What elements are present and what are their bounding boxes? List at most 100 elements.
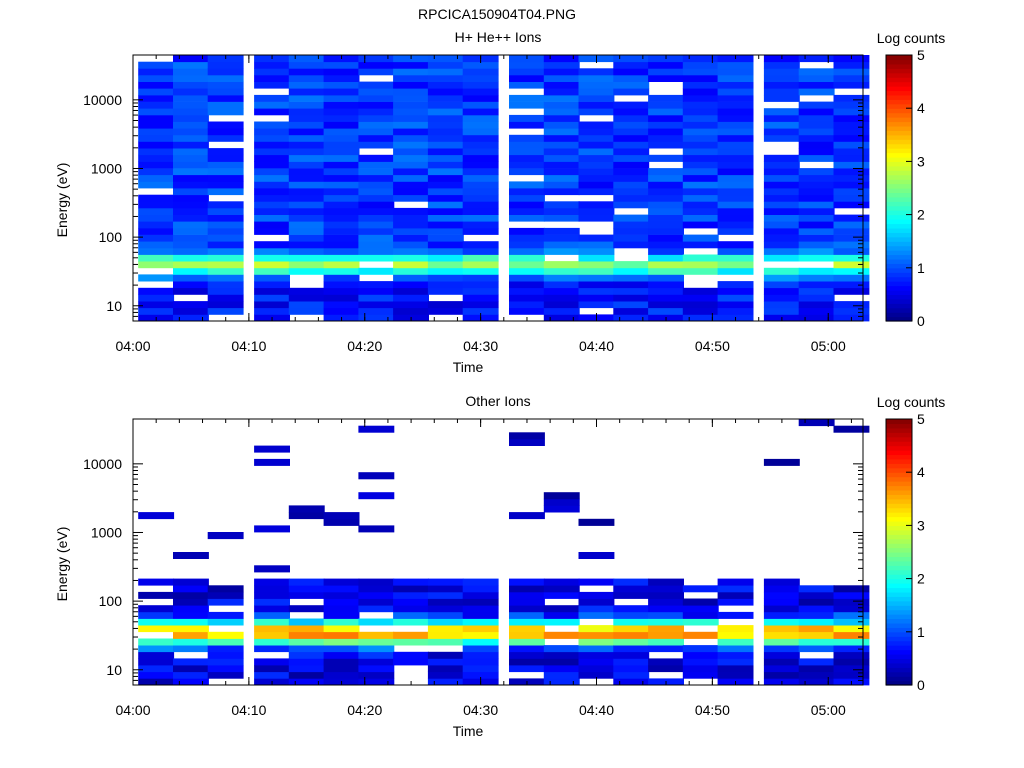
heatmap-cell (462, 221, 499, 229)
heatmap-cell (358, 645, 395, 653)
heatmap-cell (833, 301, 870, 309)
colorbar-segment (886, 303, 912, 309)
heatmap-cell (543, 591, 580, 599)
heatmap-cell (323, 294, 360, 302)
colorbar-segment (886, 485, 912, 491)
heatmap-cell (509, 618, 545, 626)
heatmap-cell (717, 665, 754, 673)
heatmap-cell (138, 214, 175, 222)
heatmap-cell (393, 207, 429, 215)
heatmap-cell (682, 55, 719, 63)
heatmap-cell (288, 188, 325, 196)
heatmap-cell (717, 101, 754, 109)
plot-frame (132, 54, 864, 322)
heatmap-cell (173, 168, 209, 176)
heatmap-cell (427, 128, 464, 136)
colorbar-label: Log counts (877, 30, 946, 46)
colorbar-segment (886, 72, 912, 78)
heatmap-cell (613, 314, 650, 322)
heatmap-cell (288, 665, 325, 673)
heatmap-cell (763, 605, 800, 613)
heatmap-cell (207, 134, 244, 142)
heatmap-cell (717, 598, 754, 606)
heatmap-cell (288, 651, 325, 659)
heatmap-cell (173, 55, 209, 63)
heatmap-cell (288, 121, 325, 129)
heatmap-cell (648, 214, 684, 222)
heatmap-cell (462, 207, 499, 215)
heatmap-cell (682, 234, 719, 242)
heatmap-cell (763, 234, 800, 242)
heatmap-cell (717, 154, 754, 162)
heatmap-cell (323, 101, 360, 109)
heatmap-cell (509, 645, 545, 653)
colorbar-segment (886, 556, 912, 562)
heatmap-cell (833, 61, 870, 69)
heatmap-cell (613, 161, 650, 169)
heatmap-cell (462, 227, 499, 235)
heatmap-cell (427, 181, 464, 189)
heatmap-cell (288, 512, 325, 520)
heatmap-cell (462, 141, 499, 149)
heatmap-cell (833, 114, 870, 122)
heatmap-cell (173, 307, 209, 315)
heatmap-cell (393, 241, 429, 249)
heatmap-cell (393, 638, 429, 646)
heatmap-cell (578, 631, 615, 639)
colorbar-segment (886, 285, 912, 291)
heatmap-cell (207, 651, 244, 659)
heatmap-cell (254, 101, 290, 109)
heatmap-cell (833, 274, 870, 282)
heatmap-cell (323, 598, 360, 606)
heatmap-cell (207, 274, 244, 282)
heatmap-cell (648, 241, 684, 249)
heatmap-cell (393, 61, 429, 69)
heatmap-cell (462, 598, 499, 606)
heatmap-cell (207, 645, 244, 653)
heatmap-cell (578, 281, 615, 289)
heatmap-cell (462, 301, 499, 309)
colorbar-label: Log counts (877, 394, 946, 410)
heatmap-cell (254, 74, 290, 82)
heatmap-cell (833, 234, 870, 242)
heatmap-cell (578, 665, 615, 673)
heatmap-cell (138, 307, 175, 315)
heatmap-cell (138, 512, 175, 520)
heatmap-cell (763, 61, 800, 69)
heatmap-cell (427, 108, 464, 116)
heatmap-cell (798, 591, 835, 599)
heatmap-cell (509, 631, 545, 639)
colorbar-segment (886, 77, 912, 83)
heatmap-cell (254, 458, 290, 466)
heatmap-cell (763, 645, 800, 653)
heatmap-cell (717, 74, 754, 82)
colorbar-segment (886, 250, 912, 256)
heatmap-cell (798, 148, 835, 156)
heatmap-cell (323, 161, 360, 169)
heatmap-cell (682, 88, 719, 96)
heatmap-cell (462, 148, 499, 156)
heatmap-cell (462, 174, 499, 182)
heatmap-cell (254, 301, 290, 309)
panel-other-ions: Other Ions Time Energy (eV) 04:00 04:10 04:20… (54, 393, 945, 739)
heatmap-cell (288, 227, 325, 235)
heatmap-cell (138, 605, 175, 613)
heatmap-cell (288, 207, 325, 215)
heatmap-cell (578, 141, 615, 149)
heatmap-cell (358, 301, 395, 309)
heatmap-cell (288, 618, 325, 626)
heatmap-cell (833, 585, 870, 593)
heatmap-cell (462, 261, 499, 269)
heatmap-cell (462, 267, 499, 275)
heatmap-cell (288, 74, 325, 82)
heatmap-cell (509, 114, 545, 122)
colorbar-segment (886, 121, 912, 127)
heatmap-cell (833, 425, 870, 433)
heatmap-cell (509, 101, 545, 109)
colorbar-segment (886, 640, 912, 646)
heatmap-cell (717, 267, 754, 275)
heatmap-cell (427, 148, 464, 156)
heatmap-cell (613, 227, 650, 235)
heatmap-cell (288, 578, 325, 586)
colorbar-segment (886, 583, 912, 589)
